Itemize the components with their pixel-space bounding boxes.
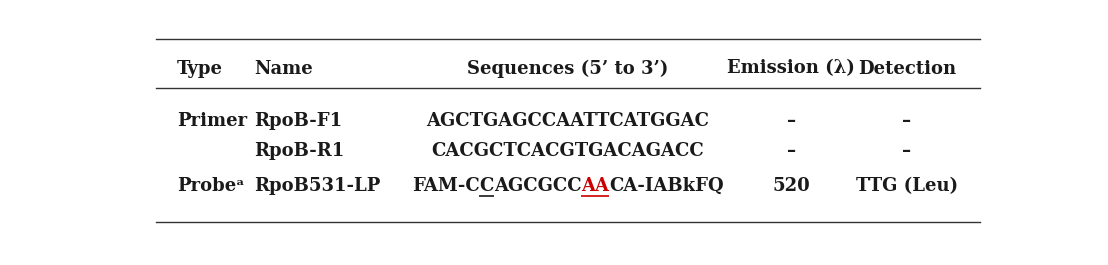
Text: –: – <box>903 142 912 160</box>
Text: AGCGCC: AGCGCC <box>494 177 582 195</box>
Text: AA: AA <box>582 177 609 195</box>
Text: 520: 520 <box>772 177 810 195</box>
Text: –: – <box>787 112 796 130</box>
Text: TTG (Leu): TTG (Leu) <box>856 177 958 195</box>
Text: Type: Type <box>177 60 223 78</box>
Text: Probeᵃ: Probeᵃ <box>177 177 245 195</box>
Text: Detection: Detection <box>858 60 956 78</box>
Text: Emission (λ): Emission (λ) <box>727 60 855 78</box>
Text: C: C <box>480 177 494 195</box>
Text: CACGCTCACGTGACAGACC: CACGCTCACGTGACAGACC <box>431 142 705 160</box>
Text: RpoB531-LP: RpoB531-LP <box>255 177 381 195</box>
Text: Name: Name <box>255 60 314 78</box>
Text: Primer: Primer <box>177 112 247 130</box>
Text: –: – <box>903 112 912 130</box>
Text: FAM-C: FAM-C <box>412 177 480 195</box>
Text: RpoB-F1: RpoB-F1 <box>255 112 342 130</box>
Text: AGCTGAGCCAATTCATGGAC: AGCTGAGCCAATTCATGGAC <box>427 112 709 130</box>
Text: Sequences (5’ to 3’): Sequences (5’ to 3’) <box>468 59 668 78</box>
Text: RpoB-R1: RpoB-R1 <box>255 142 345 160</box>
Text: CA-IABkFQ: CA-IABkFQ <box>609 177 724 195</box>
Text: –: – <box>787 142 796 160</box>
